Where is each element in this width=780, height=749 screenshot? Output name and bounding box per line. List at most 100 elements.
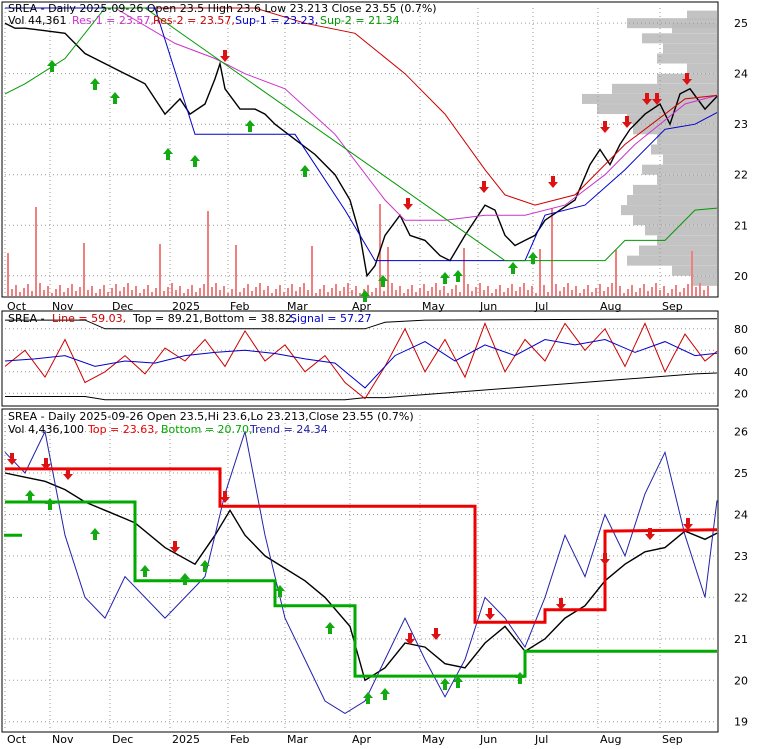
y-tick-label: 22 — [734, 169, 748, 182]
down-arrow-icon — [622, 116, 632, 128]
up-arrow-icon — [453, 676, 463, 688]
x-tick-label: Nov — [52, 733, 74, 745]
volume-bar — [387, 247, 389, 296]
volume-bar — [135, 286, 137, 296]
volume-bar — [267, 286, 269, 296]
up-arrow-icon — [163, 148, 173, 160]
volume-profile-bar — [582, 93, 717, 104]
up-arrow-icon — [453, 270, 463, 282]
volume-profile-bar — [693, 275, 717, 286]
volume-bar — [31, 291, 33, 296]
volume-bar — [423, 284, 425, 296]
volume-bar — [603, 291, 605, 296]
x-tick-label: 2025 — [172, 733, 200, 745]
volume-bar — [35, 207, 37, 296]
up-arrow-icon — [45, 498, 55, 510]
x-tick-label: Feb — [230, 300, 249, 313]
volume-bar — [431, 287, 433, 296]
volume-profile-bar — [627, 195, 717, 205]
volume-bar — [507, 288, 509, 296]
volume-bar — [219, 290, 221, 296]
volume-bar — [679, 292, 681, 296]
volume-bar — [287, 288, 289, 296]
series-res-1 — [5, 7, 718, 221]
volume-profile-bar — [657, 174, 717, 185]
volume-profile-bar — [633, 124, 717, 135]
volume-bar — [459, 292, 461, 296]
series-res-2 — [5, 7, 718, 206]
volume-bar — [619, 286, 621, 296]
volume-bar — [319, 289, 321, 296]
volume-bar — [583, 289, 585, 296]
volume-bar — [127, 283, 129, 296]
x-tick-label: Mar — [287, 300, 308, 313]
volume-bar — [599, 284, 601, 296]
price-panel-frame — [1, 1, 719, 298]
volume-bar — [75, 291, 77, 296]
volume-bar — [511, 284, 513, 296]
volume-bar — [371, 292, 373, 296]
trend-panel-frame — [1, 408, 719, 733]
volume-bar — [283, 292, 285, 296]
down-arrow-icon — [556, 598, 566, 610]
x-tick-label: Jul — [534, 733, 548, 745]
volume-profile-bar — [663, 154, 717, 165]
volume-bar — [455, 285, 457, 296]
volume-bar — [195, 292, 197, 296]
volume-profile-bar — [642, 164, 717, 175]
down-arrow-icon — [403, 198, 413, 210]
res1-legend: Res-1 = 23.57, — [72, 14, 154, 27]
up-arrow-icon — [380, 688, 390, 700]
volume-bar — [427, 291, 429, 296]
volume-bar — [115, 284, 117, 296]
x-tick-label: May — [422, 300, 445, 313]
volume-bar — [523, 283, 525, 296]
x-tick-label: Jun — [479, 300, 497, 313]
volume-bar — [251, 291, 253, 296]
down-arrow-icon — [642, 93, 652, 105]
volume-bar — [323, 285, 325, 296]
volume-bar — [215, 283, 217, 296]
volume-profile-bar — [657, 53, 717, 64]
trend-panel-volume: Vol 4,436,100 — [8, 423, 84, 436]
volume-bar — [183, 293, 185, 296]
volume-bar — [383, 291, 385, 296]
series-bottom — [5, 500, 717, 678]
volume-bar — [547, 292, 549, 296]
volume-profile-bar — [633, 215, 717, 226]
volume-bar — [139, 293, 141, 296]
y-tick-label: 25 — [734, 17, 748, 30]
volume-bar — [259, 283, 261, 296]
volume-bar — [99, 289, 101, 296]
up-arrow-icon — [378, 275, 388, 287]
price-panel-volume: Vol 44,361 — [8, 14, 66, 27]
down-arrow-icon — [548, 176, 558, 188]
volume-bar — [395, 290, 397, 296]
volume-bar — [623, 293, 625, 296]
sup2-legend: Sup-2 = 21.34 — [320, 14, 400, 27]
y-tick-label: 20 — [734, 387, 748, 400]
y-tick-label: 24 — [734, 68, 748, 81]
macd-signal-legend: Signal = 57.27 — [290, 312, 372, 325]
volume-bar — [663, 286, 665, 296]
volume-bar — [19, 292, 21, 296]
volume-profile-bar — [672, 265, 717, 276]
x-tick-label: Jun — [479, 733, 497, 745]
up-arrow-icon — [440, 678, 450, 690]
down-arrow-icon — [600, 121, 610, 133]
volume-bar — [331, 288, 333, 296]
volume-bar — [91, 286, 93, 296]
volume-bar — [651, 287, 653, 296]
volume-bar — [611, 283, 613, 296]
x-tick-label: Oct — [7, 300, 27, 313]
volume-bar — [559, 291, 561, 296]
trend-panel-title: SREA - Daily 2025-09-26 Open 23.5,Hi 23.… — [8, 410, 414, 423]
volume-bar — [179, 286, 181, 296]
down-arrow-icon — [7, 453, 17, 465]
volume-profile-bar — [663, 43, 717, 54]
up-arrow-icon — [245, 120, 255, 132]
volume-bar — [531, 286, 533, 296]
volume-bar — [347, 283, 349, 296]
y-tick-label: 19 — [734, 716, 748, 729]
volume-bar — [211, 287, 213, 296]
